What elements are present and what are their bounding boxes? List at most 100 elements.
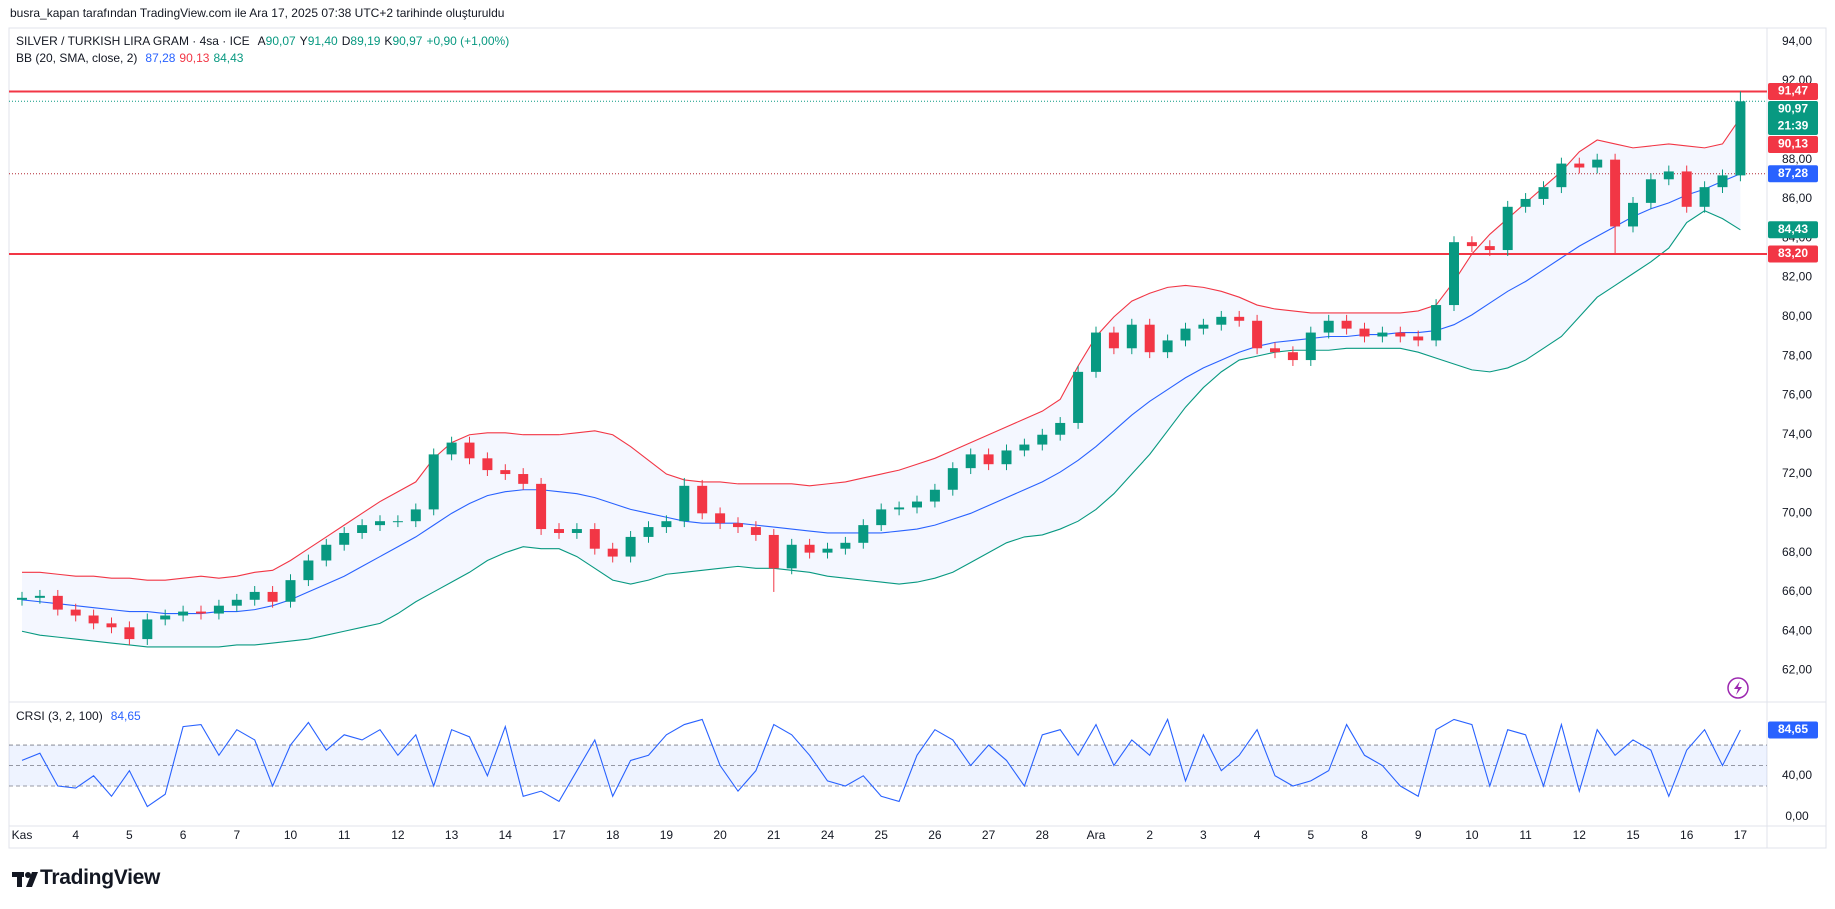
x-tick-label: 17	[552, 828, 566, 842]
candle-body	[1287, 352, 1298, 361]
x-tick-label: 15	[1626, 828, 1640, 842]
x-tick-label: 19	[660, 828, 674, 842]
candle-body	[1610, 159, 1621, 227]
y-tick-label: 70,00	[1782, 506, 1812, 520]
attribution: busra_kapan tarafından TradingView.com i…	[10, 6, 505, 20]
candle-body	[1180, 328, 1191, 341]
band-line	[21, 210, 1741, 648]
x-tick-label: 5	[126, 828, 133, 842]
candle-body	[750, 527, 761, 535]
y-tick-label: 68,00	[1782, 545, 1812, 559]
candle-body	[267, 591, 278, 602]
price-label: 90,97	[1778, 102, 1808, 116]
candle-body	[1466, 242, 1477, 247]
x-tick-label: 20	[713, 828, 727, 842]
x-tick-label: 11	[1519, 828, 1532, 842]
candle-body	[1037, 434, 1048, 445]
candle-body	[697, 485, 708, 514]
candle-body	[1413, 336, 1424, 341]
x-tick-label: 21	[767, 828, 781, 842]
x-tick-label: 3	[1200, 828, 1207, 842]
candle-body	[464, 442, 475, 459]
candle-body	[1395, 332, 1406, 337]
change-value: +0,90 (+1,00%)	[426, 34, 510, 48]
candle-body	[894, 507, 905, 510]
ohlc-key: A	[257, 34, 266, 48]
candle-body	[1717, 175, 1728, 188]
candle-body	[160, 615, 171, 620]
logo-part	[25, 872, 31, 878]
candle-body	[589, 529, 600, 549]
ohlc-value: 91,40	[307, 34, 338, 48]
candle-body	[142, 619, 153, 640]
candle-body	[1270, 348, 1280, 353]
candle-body	[571, 529, 582, 533]
candle-body	[1091, 332, 1101, 372]
x-tick-label: 7	[233, 828, 240, 842]
x-tick-label: 17	[1734, 828, 1748, 842]
x-tick-label: 6	[180, 828, 187, 842]
indicator-name: BB (20, SMA, close, 2)	[16, 51, 138, 65]
x-tick-label: 2	[1146, 828, 1153, 842]
candle-body	[1592, 159, 1603, 168]
candle-body	[303, 560, 314, 581]
candle-body	[482, 458, 493, 471]
x-tick-label: 25	[875, 828, 889, 842]
band-line	[21, 173, 1741, 615]
candle-body	[70, 609, 81, 616]
candle-body	[1699, 187, 1710, 207]
ohlc-key: K	[384, 34, 393, 48]
price-label: 21:39	[1778, 119, 1809, 133]
x-tick-label: 24	[821, 828, 835, 842]
candle-body	[1234, 316, 1245, 321]
candle-body	[1073, 371, 1084, 423]
y-tick-label: 72,00	[1782, 466, 1812, 480]
price-label: 83,20	[1778, 246, 1808, 260]
candle-body	[1431, 305, 1442, 341]
candle-body	[392, 521, 403, 523]
x-tick-label: 11	[338, 828, 351, 842]
candle-body	[983, 454, 994, 465]
candle-body	[1001, 450, 1012, 465]
y-tick-label: 66,00	[1782, 584, 1812, 598]
candle-body	[733, 523, 743, 528]
candle-body	[1216, 316, 1227, 325]
candle-body	[1162, 340, 1173, 353]
x-tick-label: Kas	[12, 828, 33, 842]
candle-body	[1681, 171, 1692, 207]
price-label-box	[1768, 135, 1818, 153]
ohlc-item: K90,97	[384, 34, 422, 48]
y-tick-label: 94,00	[1782, 34, 1812, 48]
ohlc-item: Y91,40	[300, 34, 338, 48]
y-tick-label: 88,00	[1782, 152, 1812, 166]
candle-body	[643, 527, 654, 537]
candle-body	[1735, 101, 1746, 176]
candle-body	[1502, 206, 1513, 251]
candle-body	[1108, 332, 1119, 349]
candle-body	[929, 489, 940, 502]
x-tick-label: 13	[445, 828, 459, 842]
candle-body	[1198, 324, 1209, 329]
candle-body	[858, 525, 869, 543]
candle-body	[1252, 320, 1263, 349]
band-value: 87,28	[145, 51, 176, 65]
band-value: 90,13	[179, 51, 210, 65]
candle-body	[1538, 187, 1549, 199]
price-label: 91,47	[1778, 84, 1808, 98]
x-tick-label: 26	[928, 828, 942, 842]
candle-body	[607, 548, 618, 557]
candle-body	[804, 544, 815, 553]
candle-body	[554, 529, 564, 533]
x-tick-label: 4	[72, 828, 79, 842]
candle-body	[1663, 171, 1674, 180]
y-tick-label: 78,00	[1782, 348, 1812, 362]
candle-body	[1628, 202, 1638, 227]
x-tick-label: 28	[1036, 828, 1050, 842]
ohlc-key: D	[341, 34, 351, 48]
candle-body	[715, 513, 726, 524]
x-tick-label: 12	[391, 828, 405, 842]
candle-body	[375, 521, 385, 526]
candle-body	[876, 509, 887, 526]
